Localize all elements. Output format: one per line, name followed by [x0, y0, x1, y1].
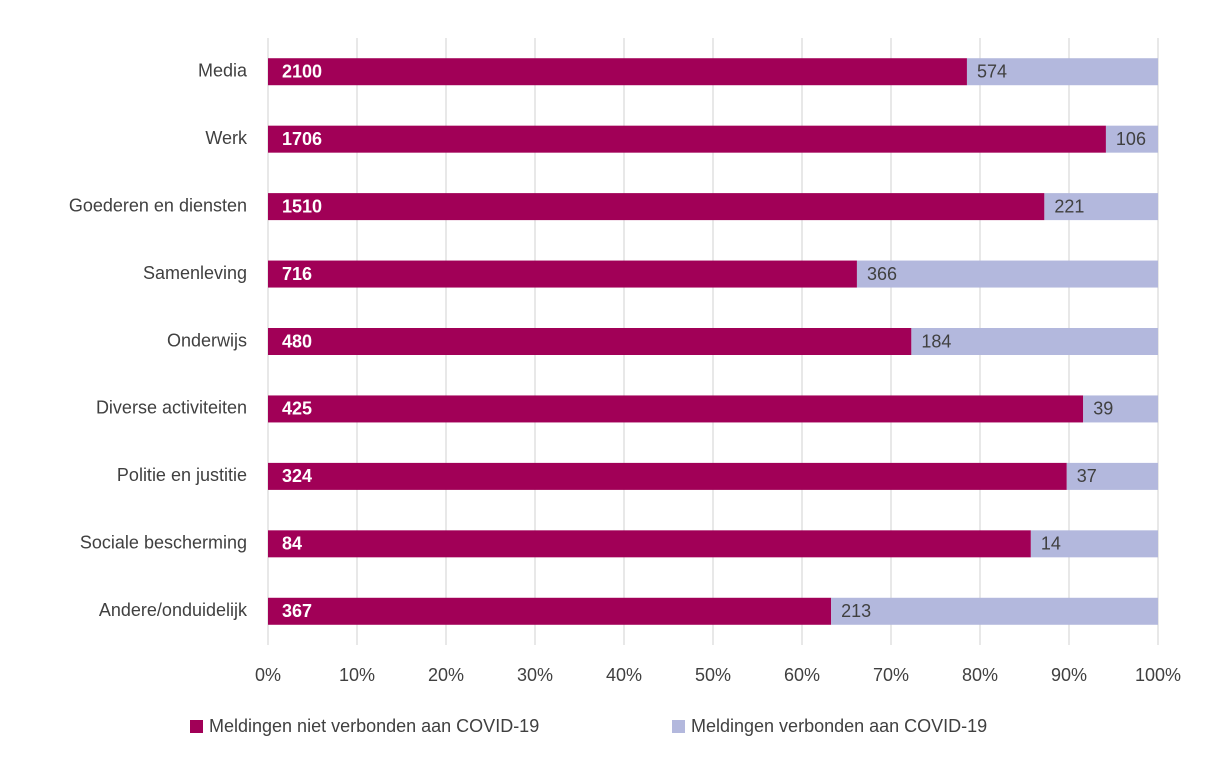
data-label: 106 — [1116, 129, 1146, 149]
y-tick-label: Sociale bescherming — [80, 533, 247, 553]
y-tick-label: Samenleving — [143, 263, 247, 283]
y-tick-label: Media — [198, 60, 248, 80]
legend-label: Meldingen niet verbonden aan COVID-19 — [209, 716, 539, 736]
y-tick-label: Andere/onduidelijk — [99, 600, 248, 620]
data-label: 2100 — [282, 61, 322, 81]
data-label: 574 — [977, 61, 1007, 81]
bar-segment — [268, 530, 1031, 558]
bar-segment — [911, 328, 1158, 355]
data-label: 213 — [841, 601, 871, 621]
y-tick-label: Politie en justitie — [117, 465, 247, 485]
bar-segment — [268, 395, 1084, 423]
data-label: 324 — [282, 466, 312, 486]
x-tick-label: 20% — [428, 665, 464, 685]
bar-segment — [966, 58, 1158, 86]
legend-swatch — [190, 720, 203, 733]
bar-segment — [268, 125, 1106, 153]
x-tick-label: 30% — [517, 665, 553, 685]
bar-segment — [268, 58, 967, 86]
x-tick-label: 50% — [695, 665, 731, 685]
bar-segment — [1066, 462, 1158, 490]
data-label: 366 — [867, 264, 897, 284]
data-label: 1510 — [282, 196, 322, 216]
data-label: 716 — [282, 264, 312, 284]
bar-segment — [1044, 193, 1158, 221]
data-label: 184 — [921, 331, 951, 351]
bar-segment — [268, 193, 1045, 221]
bar-segment — [1030, 530, 1158, 558]
data-label: 14 — [1041, 534, 1061, 554]
x-tick-label: 10% — [339, 665, 375, 685]
y-tick-label: Diverse activiteiten — [96, 398, 247, 418]
x-tick-label: 40% — [606, 665, 642, 685]
y-tick-label: Onderwijs — [167, 330, 247, 350]
x-tick-label: 60% — [784, 665, 820, 685]
legend-label: Meldingen verbonden aan COVID-19 — [691, 716, 987, 736]
y-tick-label: Goederen en diensten — [69, 195, 247, 215]
x-tick-label: 0% — [255, 665, 281, 685]
x-tick-label: 100% — [1135, 665, 1181, 685]
data-label: 480 — [282, 331, 312, 351]
bar-segment — [1083, 395, 1158, 423]
data-label: 84 — [282, 534, 302, 554]
y-tick-label: Werk — [205, 128, 248, 148]
data-label: 367 — [282, 601, 312, 621]
data-label: 39 — [1093, 399, 1113, 419]
data-label: 1706 — [282, 129, 322, 149]
data-label: 221 — [1054, 196, 1084, 216]
bar-segment — [268, 260, 857, 288]
data-label: 37 — [1077, 466, 1097, 486]
x-tick-label: 90% — [1051, 665, 1087, 685]
bar-segment — [856, 260, 1158, 288]
x-tick-label: 70% — [873, 665, 909, 685]
legend-swatch — [672, 720, 685, 733]
bar-segment — [268, 328, 912, 355]
bar-segment — [1105, 125, 1158, 153]
data-label: 425 — [282, 399, 312, 419]
x-tick-label: 80% — [962, 665, 998, 685]
bar-segment — [268, 597, 832, 625]
bar-segment — [831, 597, 1158, 625]
bar-segment — [268, 462, 1067, 490]
